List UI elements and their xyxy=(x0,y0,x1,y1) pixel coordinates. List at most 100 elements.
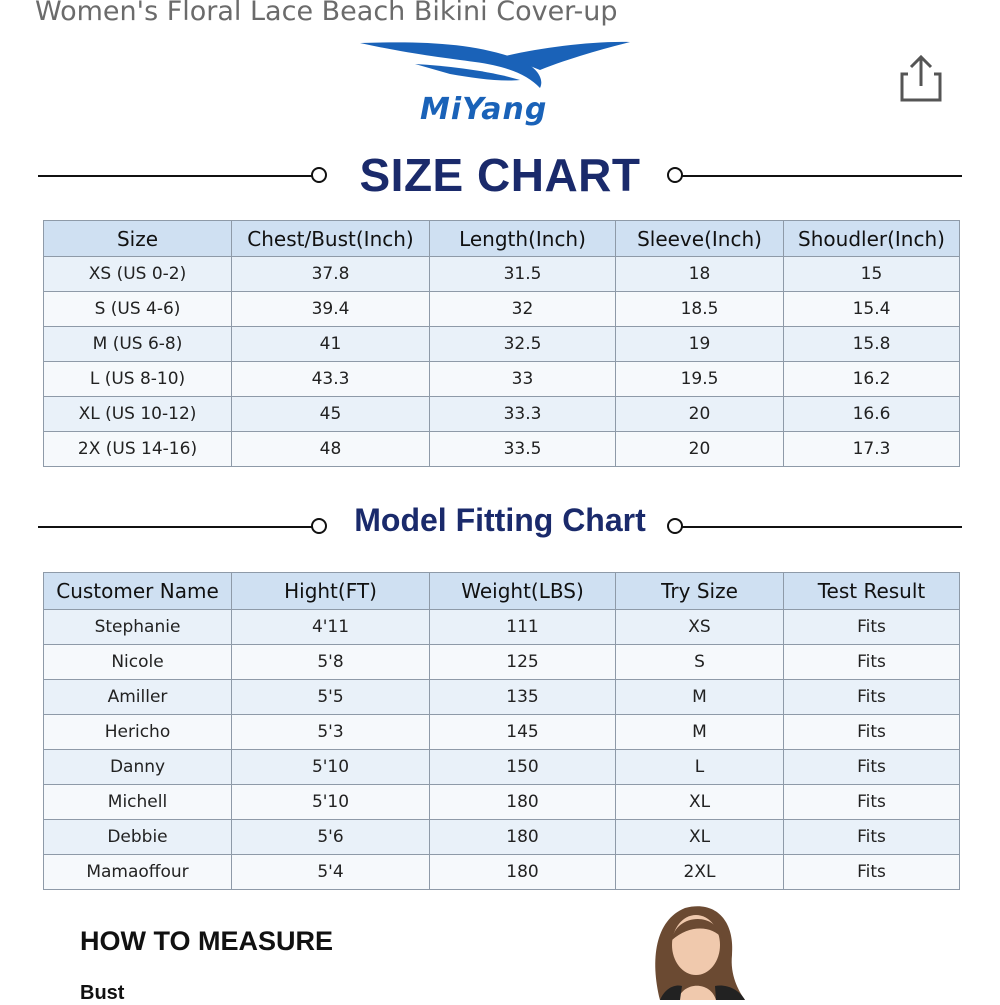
divider-left xyxy=(38,526,312,528)
column-header: Sleeve(Inch) xyxy=(615,220,784,257)
table-cell: 18.5 xyxy=(615,291,784,327)
divider-right xyxy=(682,175,962,177)
column-header: Chest/Bust(Inch) xyxy=(231,220,430,257)
table-cell: 17.3 xyxy=(783,431,960,467)
table-cell: 39.4 xyxy=(231,291,430,327)
table-row: XL (US 10-12) 45 33.3 20 16.6 xyxy=(43,396,960,432)
table-cell: Amiller xyxy=(43,679,232,715)
column-header: Hight(FT) xyxy=(231,572,430,610)
table-cell: 41 xyxy=(231,326,430,362)
column-header: Weight(LBS) xyxy=(429,572,616,610)
table-cell: Mamaoffour xyxy=(43,854,232,890)
table-cell: Fits xyxy=(783,784,960,820)
table-cell: 135 xyxy=(429,679,616,715)
table-cell: S xyxy=(615,644,784,680)
table-row: Debbie 5'6 180 XL Fits xyxy=(43,819,960,855)
column-header: Customer Name xyxy=(43,572,232,610)
table-header-row: Size Chest/Bust(Inch) Length(Inch) Sleeve(I… xyxy=(43,220,960,257)
divider-ring-right xyxy=(667,167,683,183)
table-cell: 180 xyxy=(429,784,616,820)
table-row: Michell 5'10 180 XL Fits xyxy=(43,784,960,820)
table-row: Hericho 5'3 145 M Fits xyxy=(43,714,960,750)
divider-right xyxy=(682,526,962,528)
table-cell: 33 xyxy=(429,361,616,397)
brand-logo-icon xyxy=(360,41,630,88)
table-row: S (US 4-6) 39.4 32 18.5 15.4 xyxy=(43,291,960,327)
share-icon xyxy=(900,54,942,102)
table-cell: 45 xyxy=(231,396,430,432)
table-cell: Hericho xyxy=(43,714,232,750)
table-cell: 5'5 xyxy=(231,679,430,715)
table-cell: 5'8 xyxy=(231,644,430,680)
divider-ring-left xyxy=(311,167,327,183)
table-cell: 2X (US 14-16) xyxy=(43,431,232,467)
table-row: L (US 8-10) 43.3 33 19.5 16.2 xyxy=(43,361,960,397)
table-cell: XL xyxy=(615,819,784,855)
table-row: XS (US 0-2) 37.8 31.5 18 15 xyxy=(43,256,960,292)
table-cell: 145 xyxy=(429,714,616,750)
table-cell: 32.5 xyxy=(429,326,616,362)
table-cell: S (US 4-6) xyxy=(43,291,232,327)
table-cell: 37.8 xyxy=(231,256,430,292)
table-cell: Fits xyxy=(783,609,960,645)
table-row: Nicole 5'8 125 S Fits xyxy=(43,644,960,680)
table-cell: 180 xyxy=(429,819,616,855)
table-row: Danny 5'10 150 L Fits xyxy=(43,749,960,785)
table-row: M (US 6-8) 41 32.5 19 15.8 xyxy=(43,326,960,362)
table-cell: Fits xyxy=(783,854,960,890)
size-chart-heading: SIZE CHART xyxy=(359,149,641,201)
table-cell: 43.3 xyxy=(231,361,430,397)
table-cell: M (US 6-8) xyxy=(43,326,232,362)
table-cell: Fits xyxy=(783,679,960,715)
table-cell: 5'10 xyxy=(231,784,430,820)
size-chart-table: Size Chest/Bust(Inch) Length(Inch) Sleeve(I… xyxy=(43,220,960,467)
column-header: Shoudler(Inch) xyxy=(783,220,960,257)
table-cell: 15.8 xyxy=(783,326,960,362)
table-cell: 18 xyxy=(615,256,784,292)
table-cell: 5'6 xyxy=(231,819,430,855)
table-cell: 125 xyxy=(429,644,616,680)
table-cell: Nicole xyxy=(43,644,232,680)
table-cell: 5'3 xyxy=(231,714,430,750)
table-cell: Fits xyxy=(783,819,960,855)
table-row: 2X (US 14-16) 48 33.5 20 17.3 xyxy=(43,431,960,467)
column-header: Length(Inch) xyxy=(429,220,616,257)
model-chart-heading: Model Fitting Chart xyxy=(354,502,646,538)
table-cell: 31.5 xyxy=(429,256,616,292)
table-cell: 2XL xyxy=(615,854,784,890)
table-row: Stephanie 4'11 111 XS Fits xyxy=(43,609,960,645)
table-cell: 16.6 xyxy=(783,396,960,432)
bust-label: Bust xyxy=(80,982,125,1004)
table-cell: 5'4 xyxy=(231,854,430,890)
model-fitting-table: Customer Name Hight(FT) Weight(LBS) Try Siz… xyxy=(43,572,960,890)
table-cell: XL (US 10-12) xyxy=(43,396,232,432)
product-title: Women's Floral Lace Beach Bikini Cover-u… xyxy=(35,0,618,27)
table-cell: M xyxy=(615,679,784,715)
table-cell: XS (US 0-2) xyxy=(43,256,232,292)
brand-logo-text: MiYang xyxy=(420,92,548,127)
column-header: Try Size xyxy=(615,572,784,610)
table-cell: 150 xyxy=(429,749,616,785)
share-button[interactable] xyxy=(898,52,946,104)
table-cell: L xyxy=(615,749,784,785)
table-cell: 20 xyxy=(615,431,784,467)
table-cell: 19.5 xyxy=(615,361,784,397)
table-cell: 4'11 xyxy=(231,609,430,645)
table-cell: Debbie xyxy=(43,819,232,855)
table-cell: Fits xyxy=(783,714,960,750)
table-cell: XL xyxy=(615,784,784,820)
divider-ring-left xyxy=(311,518,327,534)
table-row: Mamaoffour 5'4 180 2XL Fits xyxy=(43,854,960,890)
table-cell: Michell xyxy=(43,784,232,820)
table-cell: M xyxy=(615,714,784,750)
column-header: Size xyxy=(43,220,232,257)
divider-ring-right xyxy=(667,518,683,534)
table-cell: 19 xyxy=(615,326,784,362)
table-cell: 5'10 xyxy=(231,749,430,785)
table-cell: Stephanie xyxy=(43,609,232,645)
table-cell: Danny xyxy=(43,749,232,785)
table-row: Amiller 5'5 135 M Fits xyxy=(43,679,960,715)
table-cell: 111 xyxy=(429,609,616,645)
table-cell: 16.2 xyxy=(783,361,960,397)
table-cell: 48 xyxy=(231,431,430,467)
